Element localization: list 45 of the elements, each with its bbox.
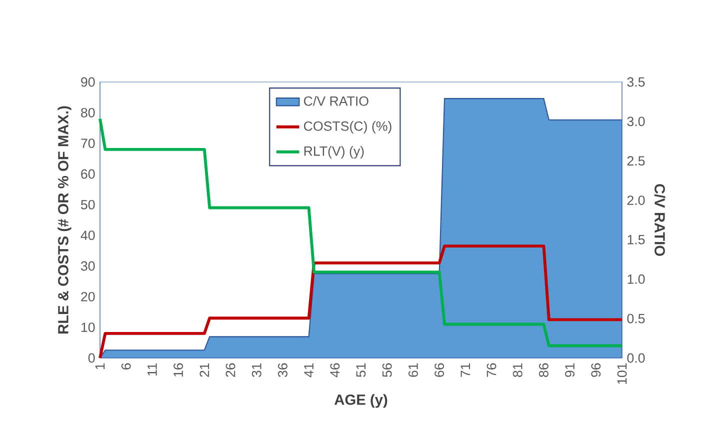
x-tick-label: 11	[148, 363, 157, 376]
y2-tick-label: 1.0	[628, 274, 645, 284]
x-tick-label: 36	[278, 363, 288, 378]
y2-tick-label: 2.0	[627, 196, 645, 206]
x-tick-label: 76	[486, 363, 496, 377]
x-tick-label: 26	[226, 363, 236, 377]
y-tick-label: 10	[81, 322, 95, 332]
x-tick-label: 56	[382, 363, 392, 377]
y2-tick-label: 3.0	[627, 116, 645, 126]
y2-tick-label: 3.5	[627, 77, 645, 87]
y-tick-label: 60	[81, 169, 95, 179]
x-tick-label: 41	[304, 363, 314, 378]
y2-axis-title: C/V RATIO	[654, 184, 666, 256]
x-tick-label: 71	[460, 363, 470, 377]
y2-tick-label: 0.0	[627, 353, 645, 363]
x-tick-label: 51	[356, 363, 366, 377]
x-tick-label: 66	[434, 363, 444, 377]
x-tick-label: 1	[95, 363, 105, 370]
y-tick-label: 80	[81, 108, 95, 118]
y-tick-label: 90	[81, 77, 95, 87]
y-tick-label: 0	[88, 353, 95, 363]
x-tick-label: 31	[252, 363, 262, 378]
x-tick-label: 91	[565, 363, 575, 377]
x-tick-label: 86	[538, 363, 548, 377]
x-tick-label: 21	[200, 363, 210, 377]
x-tick-label: 46	[330, 363, 340, 378]
x-tick-label: 101	[617, 363, 627, 384]
y-tick-label: 50	[81, 200, 95, 210]
y-axis-title: RLE & COSTS (# OR % OF MAX.)	[58, 106, 72, 334]
y2-tick-label: 2.5	[627, 156, 645, 166]
y-tick-label: 30	[80, 261, 95, 271]
y-tick-label: 70	[81, 138, 95, 148]
legend-label: COSTS(C) (%)	[304, 121, 392, 134]
x-tick-label: 16	[174, 363, 184, 377]
y2-tick-label: 0.5	[627, 314, 645, 324]
y-tick-label: 20	[81, 292, 95, 302]
y2-tick-label: 1.5	[628, 235, 645, 244]
legend-label: C/V RATIO	[304, 96, 368, 106]
x-tick-label: 61	[408, 363, 418, 377]
y-tick-label: 40	[80, 230, 95, 240]
x-tick-label: 6	[121, 363, 131, 370]
x-tick-label: 81	[512, 363, 522, 377]
x-tick-label: 96	[591, 363, 601, 377]
legend-label: RLT(V) (y)	[304, 146, 364, 158]
x-axis-title: AGE (y)	[334, 394, 388, 408]
